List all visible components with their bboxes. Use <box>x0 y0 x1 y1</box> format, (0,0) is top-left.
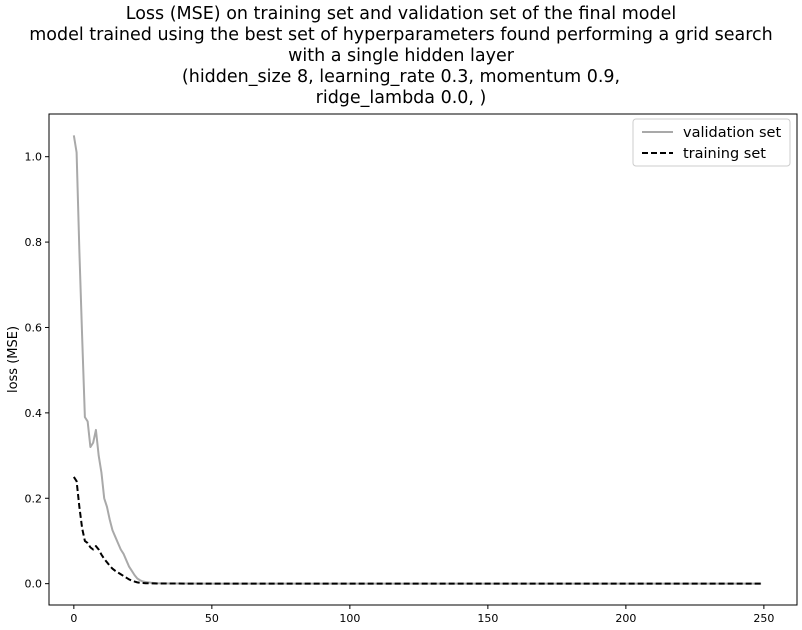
x-tick-label: 250 <box>753 612 774 625</box>
y-tick-label: 0.4 <box>25 407 43 420</box>
series-line-validation <box>72 135 762 585</box>
chart-title-line: Loss (MSE) on training set and validatio… <box>125 4 677 24</box>
plot-frame <box>48 113 798 606</box>
chart-title: Loss (MSE) on training set and validatio… <box>0 4 802 109</box>
y-tick-label: 0.0 <box>25 578 43 591</box>
x-tick-label: 100 <box>339 612 360 625</box>
y-tick-label: 1.0 <box>25 151 43 164</box>
chart-title-line: with a single hidden layer <box>288 46 514 66</box>
y-tick-label: 0.6 <box>25 321 43 334</box>
y-axis-label: loss (MSE) <box>6 326 21 393</box>
legend: validation set training set <box>632 118 791 167</box>
chart-title-line: ridge_lambda 0.0, ) <box>315 88 487 108</box>
y-tick-label: 0.8 <box>25 236 43 249</box>
chart-title-line: model trained using the best set of hype… <box>29 25 773 45</box>
x-tick-label: 50 <box>205 612 219 625</box>
chart-title-line: (hidden_size 8, learning_rate 0.3, momen… <box>181 67 621 87</box>
x-tick-label: 150 <box>477 612 498 625</box>
x-tick-label: 200 <box>615 612 636 625</box>
y-axis: 0.0 0.2 0.4 0.6 0.8 1.0 <box>25 151 49 591</box>
legend-label: validation set <box>683 125 781 141</box>
plot-area <box>48 113 798 606</box>
x-tick-label: 0 <box>70 612 77 625</box>
x-axis: 0 50 100 150 200 250 <box>70 605 774 625</box>
y-tick-label: 0.2 <box>25 492 43 505</box>
legend-label: training set <box>683 146 766 162</box>
legend-box <box>632 118 791 167</box>
series-line-training <box>73 476 762 585</box>
